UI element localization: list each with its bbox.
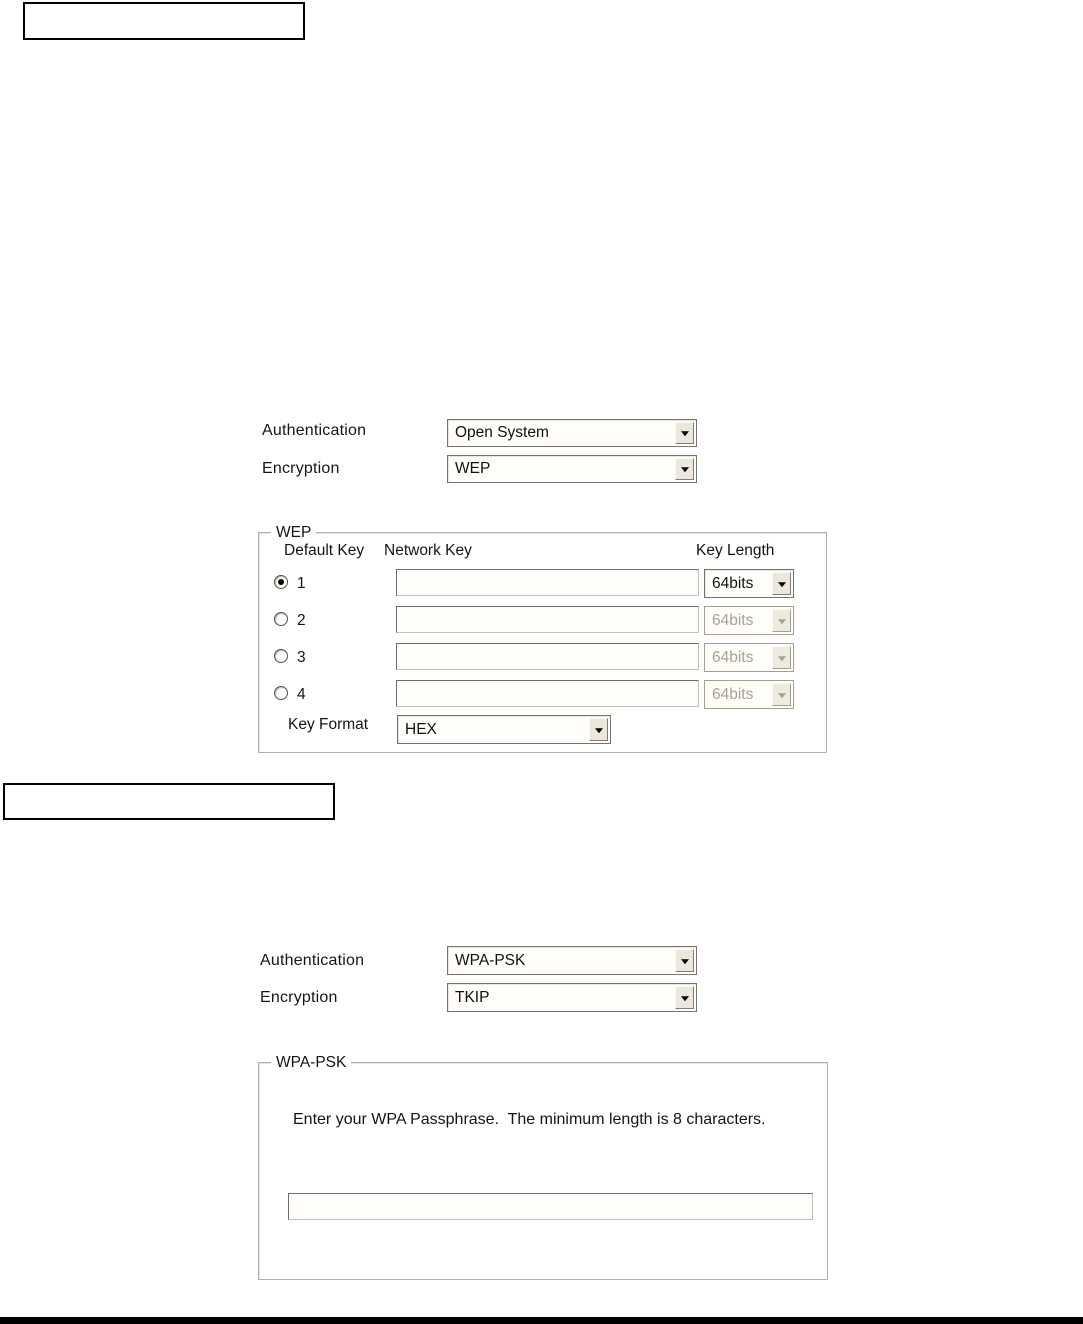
chevron-down-icon[interactable] bbox=[675, 458, 694, 480]
wep-encryption-value: WEP bbox=[455, 460, 491, 477]
key-format-value: HEX bbox=[405, 720, 437, 738]
key-row-number: 2 bbox=[297, 612, 306, 629]
network-key-input-2[interactable] bbox=[396, 606, 699, 633]
wep-encryption-select[interactable]: WEP bbox=[447, 455, 697, 483]
wpa-authentication-select[interactable]: WPA-PSK bbox=[447, 946, 697, 975]
chevron-down-icon[interactable] bbox=[589, 718, 608, 741]
network-key-input-3[interactable] bbox=[396, 643, 699, 670]
wep-groupbox: WEP Default Key Network Key Key Length 1… bbox=[258, 524, 827, 753]
wpa-passphrase-instruction: Enter your WPA Passphrase. The minimum l… bbox=[293, 1111, 766, 1128]
wpa-encryption-value: TKIP bbox=[455, 988, 490, 1006]
chevron-down-icon bbox=[772, 646, 791, 669]
key-length-value-4: 64bits bbox=[712, 685, 754, 703]
callout-box-top bbox=[23, 2, 305, 40]
wep-groupbox-title: WEP bbox=[271, 524, 317, 542]
page-footer-rule bbox=[0, 1317, 1083, 1324]
key-format-select[interactable]: HEX bbox=[397, 715, 611, 744]
network-key-input-4[interactable] bbox=[396, 680, 699, 707]
key-length-select-4: 64bits bbox=[704, 680, 794, 709]
default-key-header: Default Key bbox=[284, 542, 365, 559]
wpa-encryption-label: Encryption bbox=[260, 989, 338, 1006]
key-row-number: 3 bbox=[297, 649, 306, 666]
wpa-encryption-select[interactable]: TKIP bbox=[447, 983, 697, 1012]
wpa-psk-groupbox: WPA-PSK Enter your WPA Passphrase. The m… bbox=[258, 1054, 828, 1280]
wpa-authentication-value: WPA-PSK bbox=[455, 951, 526, 969]
key-length-select-3: 64bits bbox=[704, 643, 794, 672]
key-row-number: 4 bbox=[297, 686, 306, 703]
chevron-down-icon[interactable] bbox=[675, 949, 694, 972]
key-length-value-1: 64bits bbox=[712, 574, 754, 592]
key-length-value-2: 64bits bbox=[712, 611, 754, 629]
default-key-radio-1[interactable] bbox=[274, 575, 288, 589]
wpa-passphrase-input[interactable] bbox=[288, 1193, 813, 1220]
key-length-value-3: 64bits bbox=[712, 648, 754, 666]
default-key-radio-4[interactable] bbox=[274, 686, 288, 700]
key-length-header: Key Length bbox=[696, 542, 775, 559]
wep-authentication-label: Authentication bbox=[262, 422, 367, 439]
wep-authentication-value: Open System bbox=[455, 424, 549, 441]
wpa-psk-groupbox-title: WPA-PSK bbox=[271, 1054, 352, 1072]
default-key-radio-2[interactable] bbox=[274, 612, 288, 626]
wpa-authentication-label: Authentication bbox=[260, 952, 365, 969]
chevron-down-icon bbox=[772, 609, 791, 632]
key-format-label: Key Format bbox=[288, 716, 369, 733]
network-key-header: Network Key bbox=[384, 542, 472, 559]
wep-encryption-label: Encryption bbox=[262, 460, 340, 477]
chevron-down-icon bbox=[772, 683, 791, 706]
wep-authentication-select[interactable]: Open System bbox=[447, 419, 697, 447]
chevron-down-icon[interactable] bbox=[772, 572, 791, 595]
key-row-number: 1 bbox=[297, 575, 306, 592]
network-key-input-1[interactable] bbox=[396, 569, 699, 596]
default-key-radio-3[interactable] bbox=[274, 649, 288, 663]
key-length-select-2: 64bits bbox=[704, 606, 794, 635]
chevron-down-icon[interactable] bbox=[675, 986, 694, 1009]
key-length-select-1[interactable]: 64bits bbox=[704, 569, 794, 598]
chevron-down-icon[interactable] bbox=[675, 422, 694, 444]
callout-box-middle bbox=[3, 783, 335, 820]
